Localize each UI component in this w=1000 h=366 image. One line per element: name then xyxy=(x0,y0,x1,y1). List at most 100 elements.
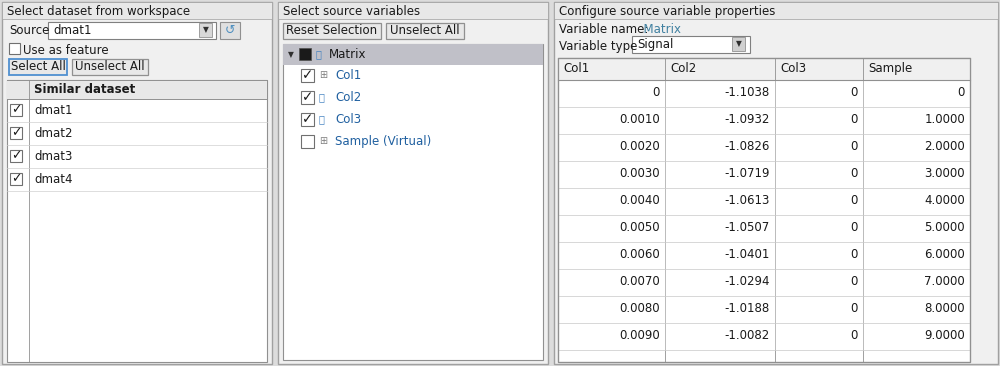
Text: 0: 0 xyxy=(851,275,858,288)
Bar xyxy=(301,113,314,126)
Bar xyxy=(72,59,148,75)
Bar xyxy=(283,44,543,65)
Text: Sample (Virtual): Sample (Virtual) xyxy=(335,135,431,148)
Text: Variable type: Variable type xyxy=(559,40,637,53)
Text: -1.0082: -1.0082 xyxy=(725,329,770,342)
Text: 0.0010: 0.0010 xyxy=(619,113,660,126)
Text: 9.0000: 9.0000 xyxy=(924,329,965,342)
Text: dmat1: dmat1 xyxy=(34,104,72,117)
Text: 1.0000: 1.0000 xyxy=(924,113,965,126)
Text: 0: 0 xyxy=(851,248,858,261)
Bar xyxy=(199,23,212,37)
Text: dmat3: dmat3 xyxy=(34,150,72,163)
Bar xyxy=(283,23,381,39)
Text: Col3: Col3 xyxy=(780,62,806,75)
Bar xyxy=(558,58,970,80)
Text: ㏂: ㏂ xyxy=(316,49,322,60)
Text: 0: 0 xyxy=(851,86,858,99)
Bar xyxy=(48,22,216,39)
Text: Col3: Col3 xyxy=(335,113,361,126)
Text: 0: 0 xyxy=(851,167,858,180)
Text: Unselect All: Unselect All xyxy=(75,60,145,74)
Text: 0.0030: 0.0030 xyxy=(619,167,660,180)
Text: Col1: Col1 xyxy=(563,62,589,75)
Bar xyxy=(10,173,22,185)
Bar xyxy=(7,80,267,99)
Text: Unselect All: Unselect All xyxy=(390,25,460,37)
Text: Col1: Col1 xyxy=(335,69,361,82)
Text: -1.0613: -1.0613 xyxy=(725,194,770,207)
Text: ▼: ▼ xyxy=(736,40,741,49)
Text: ⊞: ⊞ xyxy=(319,71,327,81)
Text: ✓: ✓ xyxy=(11,172,21,186)
Text: Configure source variable properties: Configure source variable properties xyxy=(559,5,775,18)
Text: dmat1: dmat1 xyxy=(53,24,92,37)
Text: -1.0294: -1.0294 xyxy=(724,275,770,288)
Text: Similar dataset: Similar dataset xyxy=(34,83,135,96)
Text: 0: 0 xyxy=(851,194,858,207)
Text: -1.1038: -1.1038 xyxy=(725,86,770,99)
Text: Select All: Select All xyxy=(11,60,65,74)
Bar xyxy=(386,23,464,39)
Bar xyxy=(558,58,970,362)
Text: ✓: ✓ xyxy=(11,149,21,163)
Text: 0.0040: 0.0040 xyxy=(619,194,660,207)
Text: 0.0060: 0.0060 xyxy=(619,248,660,261)
Text: Select dataset from workspace: Select dataset from workspace xyxy=(7,5,190,18)
Text: Source: Source xyxy=(9,24,49,37)
Text: ✓: ✓ xyxy=(302,112,313,127)
Text: 5.0000: 5.0000 xyxy=(924,221,965,234)
Text: Select source variables: Select source variables xyxy=(283,5,420,18)
Text: Col2: Col2 xyxy=(335,91,361,104)
Bar xyxy=(732,37,745,51)
Text: Signal: Signal xyxy=(637,38,673,51)
Bar xyxy=(283,44,543,360)
Bar xyxy=(10,104,22,116)
Text: dmat4: dmat4 xyxy=(34,173,72,186)
Text: ✓: ✓ xyxy=(11,104,21,116)
Bar xyxy=(301,135,314,148)
Text: 0: 0 xyxy=(851,221,858,234)
Text: -1.0719: -1.0719 xyxy=(724,167,770,180)
Text: Variable name:: Variable name: xyxy=(559,23,648,36)
Text: ▼: ▼ xyxy=(203,26,208,34)
Text: 3.0000: 3.0000 xyxy=(924,167,965,180)
Bar xyxy=(2,2,272,364)
Bar xyxy=(299,48,311,60)
Bar xyxy=(554,2,998,19)
Text: -1.0826: -1.0826 xyxy=(725,140,770,153)
Text: ✓: ✓ xyxy=(302,90,313,105)
Text: Col2: Col2 xyxy=(670,62,696,75)
Bar xyxy=(2,2,272,19)
Text: 8.0000: 8.0000 xyxy=(924,302,965,315)
Bar xyxy=(7,80,267,362)
Text: 0.0070: 0.0070 xyxy=(619,275,660,288)
Text: 4.0000: 4.0000 xyxy=(924,194,965,207)
Text: 0: 0 xyxy=(851,302,858,315)
Text: Matrix: Matrix xyxy=(329,48,366,61)
Text: Reset Selection: Reset Selection xyxy=(286,25,378,37)
Text: Matrix: Matrix xyxy=(636,23,681,36)
Text: ㏂: ㏂ xyxy=(319,115,325,124)
Bar xyxy=(301,69,314,82)
Bar xyxy=(10,127,22,139)
Text: 0: 0 xyxy=(958,86,965,99)
Bar xyxy=(278,2,548,364)
Text: 0.0020: 0.0020 xyxy=(619,140,660,153)
Text: 2.0000: 2.0000 xyxy=(924,140,965,153)
Bar xyxy=(632,36,750,53)
Text: 0.0080: 0.0080 xyxy=(619,302,660,315)
Text: ✓: ✓ xyxy=(302,68,313,82)
Bar xyxy=(558,58,970,362)
Text: Sample: Sample xyxy=(868,62,912,75)
Bar xyxy=(301,91,314,104)
Text: ▼: ▼ xyxy=(288,50,294,59)
Text: 0: 0 xyxy=(851,329,858,342)
Bar xyxy=(9,59,67,75)
Text: -1.0932: -1.0932 xyxy=(725,113,770,126)
Text: 7.0000: 7.0000 xyxy=(924,275,965,288)
Bar xyxy=(220,22,240,39)
Text: ↺: ↺ xyxy=(225,24,235,37)
Text: 6.0000: 6.0000 xyxy=(924,248,965,261)
Text: 0: 0 xyxy=(851,140,858,153)
